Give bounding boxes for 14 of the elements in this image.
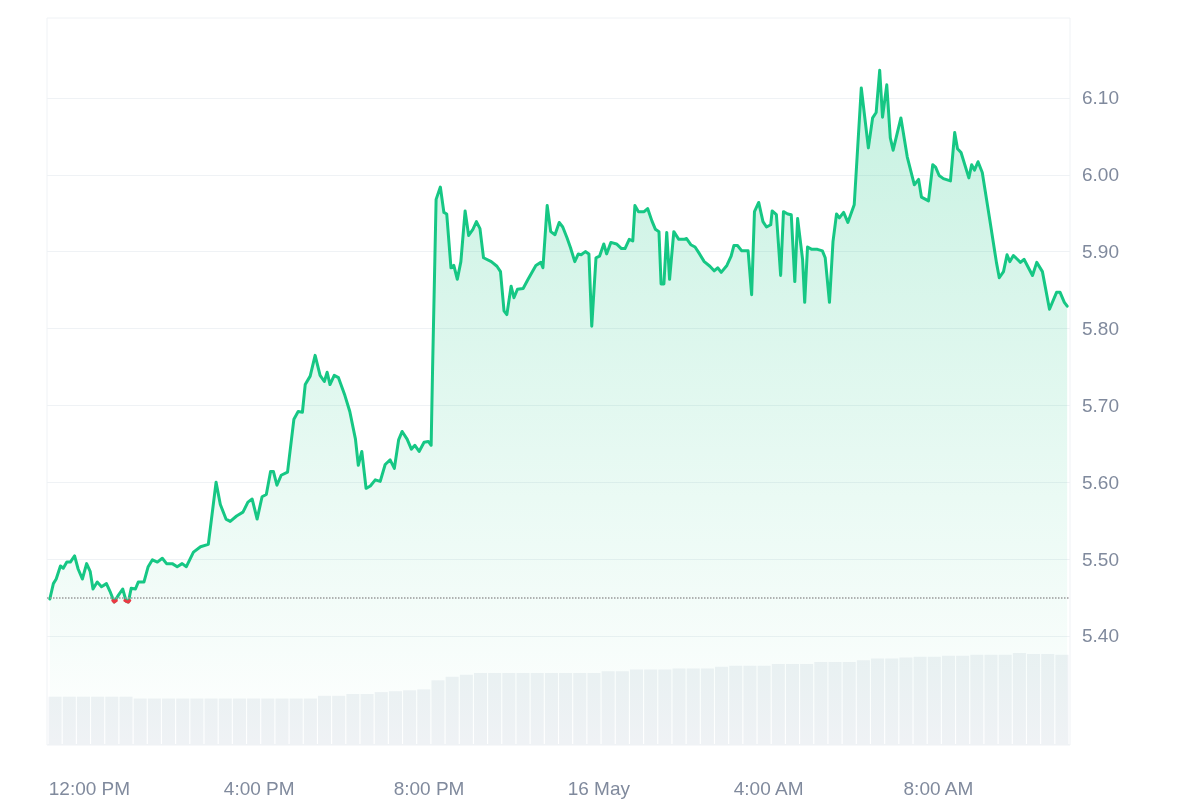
y-tick-label: 5.90 — [1082, 241, 1119, 263]
y-tick-label: 5.40 — [1082, 625, 1119, 647]
y-tick-label: 5.70 — [1082, 394, 1119, 416]
x-tick-label: 8:00 PM — [393, 778, 465, 799]
x-tick-label: 4:00 PM — [223, 778, 295, 799]
y-tick-label: 5.50 — [1082, 548, 1119, 570]
x-tick-label: 16 May — [567, 778, 631, 799]
y-tick-label: 6.00 — [1082, 164, 1119, 186]
y-tick-label: 5.80 — [1082, 317, 1119, 339]
y-tick-label: 5.60 — [1082, 471, 1119, 493]
x-tick-label: 8:00 AM — [903, 778, 974, 799]
x-tick-label: 12:00 PM — [48, 778, 131, 799]
x-tick-label: 4:00 AM — [733, 778, 804, 799]
y-tick-label: 6.10 — [1082, 87, 1119, 109]
